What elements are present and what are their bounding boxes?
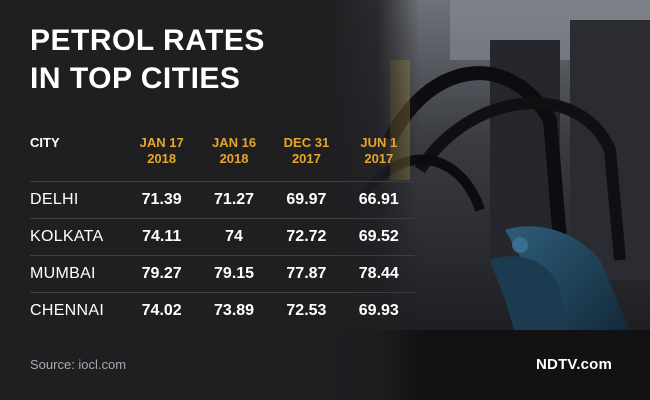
- rate-cell: 79.27: [125, 255, 198, 293]
- column-header-jun1-2017: JUN 1 2017: [342, 127, 415, 182]
- table-row: DELHI 71.39 71.27 69.97 66.91: [30, 181, 415, 219]
- header-row: CITY JAN 17 2018 JAN 16 2018 DEC 31 2017 JU…: [30, 127, 415, 182]
- table-row: CHENNAI 74.02 73.89 72.53 69.93: [30, 293, 415, 330]
- rate-cell: 66.91: [342, 181, 415, 219]
- rate-cell: 71.27: [197, 181, 271, 219]
- city-cell: DELHI: [30, 181, 126, 219]
- column-header-dec31-2017: DEC 31 2017: [270, 127, 343, 182]
- city-cell: CHENNAI: [30, 302, 105, 319]
- rate-cell: 69.93: [358, 302, 399, 319]
- rate-cell: 74: [197, 218, 271, 256]
- rate-cell: 69.97: [270, 181, 343, 219]
- rate-cell: 79.15: [197, 255, 271, 293]
- column-header-jan16-2018: JAN 16 2018: [197, 127, 271, 182]
- table-row: MUMBAI 79.27 79.15 77.87 78.44: [30, 255, 415, 293]
- rate-cell: 78.44: [342, 255, 415, 293]
- title-line-1: PETROL RATES: [30, 24, 265, 57]
- rate-cell: 77.87: [270, 255, 343, 293]
- column-header-jan17-2018: JAN 17 2018: [125, 127, 198, 182]
- page-title: PETROL RATES IN TOP CITIES: [30, 22, 265, 98]
- rate-cell: 72.53: [286, 302, 327, 319]
- rates-table: CITY JAN 17 2018 JAN 16 2018 DEC 31 2017 JU…: [30, 127, 415, 329]
- rate-cell: 74.02: [141, 302, 182, 319]
- brand-logo: NDTV.com: [536, 356, 613, 373]
- title-line-2: IN TOP CITIES: [30, 62, 241, 95]
- source-note: Source: iocl.com: [30, 357, 127, 372]
- table-row: KOLKATA 74.11 74 72.72 69.52: [30, 218, 415, 256]
- rate-cell: 73.89: [214, 302, 255, 319]
- rate-cell: 69.52: [342, 218, 415, 256]
- rate-cell: 74.11: [125, 218, 198, 256]
- rate-cell: 71.39: [125, 181, 198, 219]
- column-header-city: CITY: [30, 127, 126, 182]
- city-cell: KOLKATA: [30, 218, 126, 256]
- city-cell: MUMBAI: [30, 255, 126, 293]
- rate-cell: 72.72: [270, 218, 343, 256]
